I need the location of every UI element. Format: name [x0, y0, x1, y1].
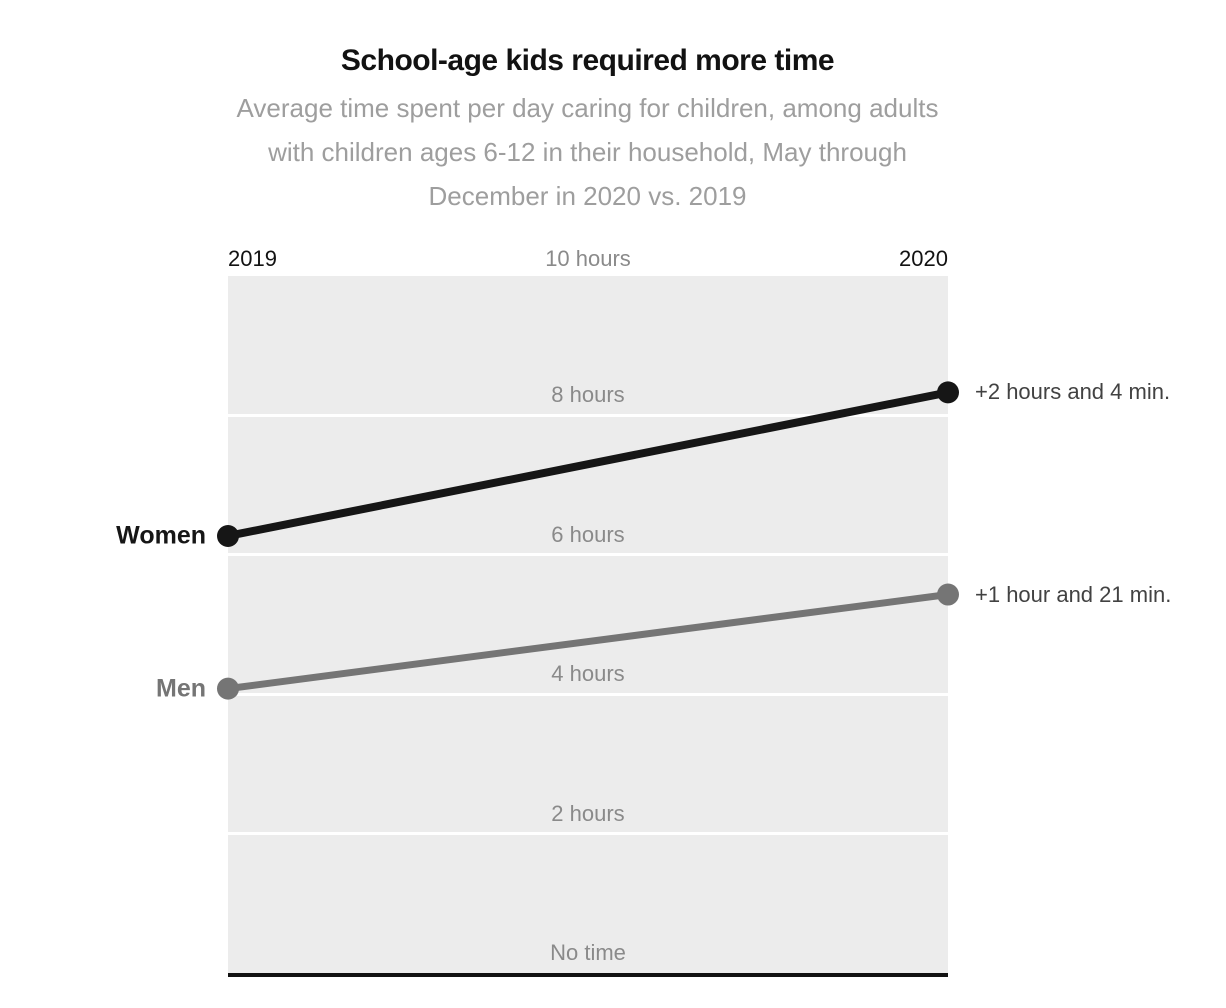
- gridline-6h: [228, 553, 948, 557]
- series-line-men: [227, 591, 949, 693]
- x-axis-label-2020: 2020: [899, 246, 948, 271]
- tick-label-8-hours: 8 hours: [551, 382, 625, 408]
- data-point-men-2019: [217, 677, 239, 700]
- tick-label-no-time: No time: [550, 940, 626, 965]
- data-point-men-2020: [937, 583, 959, 606]
- change-annotation-men: +1 hour and 21 min.: [975, 581, 1172, 607]
- gridline-2h: [228, 832, 948, 836]
- series-label-men: Men: [156, 674, 206, 703]
- chart-subtitle-line-1: Average time spent per day caring for ch…: [236, 93, 939, 123]
- data-point-women-2020: [937, 381, 959, 404]
- gridline-8h: [228, 413, 948, 417]
- chart-subtitle-line-2: with children ages 6-12 in their househo…: [268, 137, 907, 167]
- plot-area: 8 hours 6 hours 4 hours 2 hours No time: [217, 276, 959, 977]
- chart-subtitle-line-3: December in 2020 vs. 2019: [428, 181, 747, 211]
- gridline-4h: [228, 692, 948, 696]
- tick-label-2-hours: 2 hours: [551, 800, 625, 826]
- series-label-women: Women: [116, 521, 206, 550]
- tick-label-6-hours: 6 hours: [551, 521, 625, 547]
- chart-title: School-age kids required more time: [340, 44, 835, 77]
- chart-header: School-age kids required more time Avera…: [0, 42, 1175, 218]
- axis-top-row: 2019 10 hours 2020: [228, 246, 948, 272]
- change-annotation-women: +2 hours and 4 min.: [975, 379, 1171, 405]
- series-line-women: [227, 388, 949, 540]
- y-axis-label-10-hours: 10 hours: [545, 246, 631, 271]
- x-axis-label-2019: 2019: [228, 246, 277, 271]
- slope-lines-svg: [217, 381, 959, 700]
- tick-label-4-hours: 4 hours: [551, 661, 625, 687]
- data-point-women-2019: [217, 524, 239, 547]
